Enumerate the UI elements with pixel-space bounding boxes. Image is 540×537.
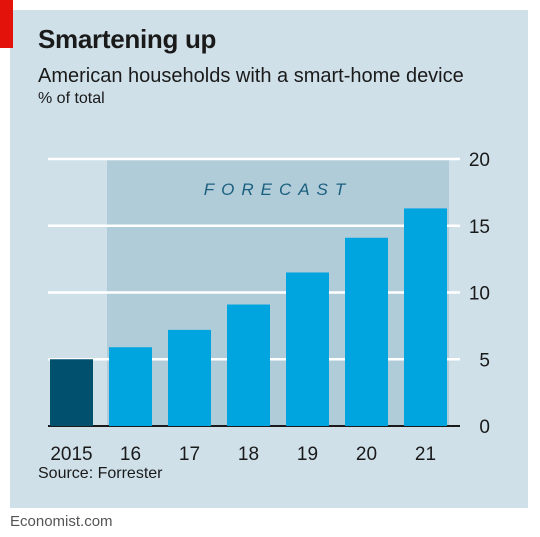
y-tick-label: 5 — [479, 350, 490, 371]
x-tick-label: 20 — [356, 444, 377, 465]
chart-unit: % of total — [38, 90, 105, 107]
x-tick-label: 2015 — [50, 444, 92, 465]
y-tick-label: 15 — [469, 217, 490, 238]
x-tick-label: 17 — [179, 444, 200, 465]
red-tag-accent — [0, 0, 13, 48]
source-note: Source: Forrester — [38, 465, 163, 482]
x-tick-label: 18 — [238, 444, 259, 465]
x-tick-label: 19 — [297, 444, 318, 465]
bar — [404, 208, 447, 426]
forecast-label: FORECAST — [204, 180, 353, 199]
y-tick-label: 10 — [469, 284, 490, 305]
bar — [50, 359, 93, 426]
x-tick-label: 21 — [415, 444, 436, 465]
chart-subtitle: American households with a smart-home de… — [38, 65, 464, 87]
footer-credit: Economist.com — [10, 513, 113, 530]
bar — [109, 347, 152, 426]
bar — [345, 237, 388, 426]
chart-title: Smartening up — [38, 24, 217, 54]
bar — [286, 272, 329, 426]
bar — [227, 304, 270, 426]
y-tick-label: 20 — [469, 150, 490, 171]
bar — [168, 329, 211, 426]
y-tick-label: 0 — [479, 417, 490, 438]
x-tick-label: 16 — [120, 444, 141, 465]
